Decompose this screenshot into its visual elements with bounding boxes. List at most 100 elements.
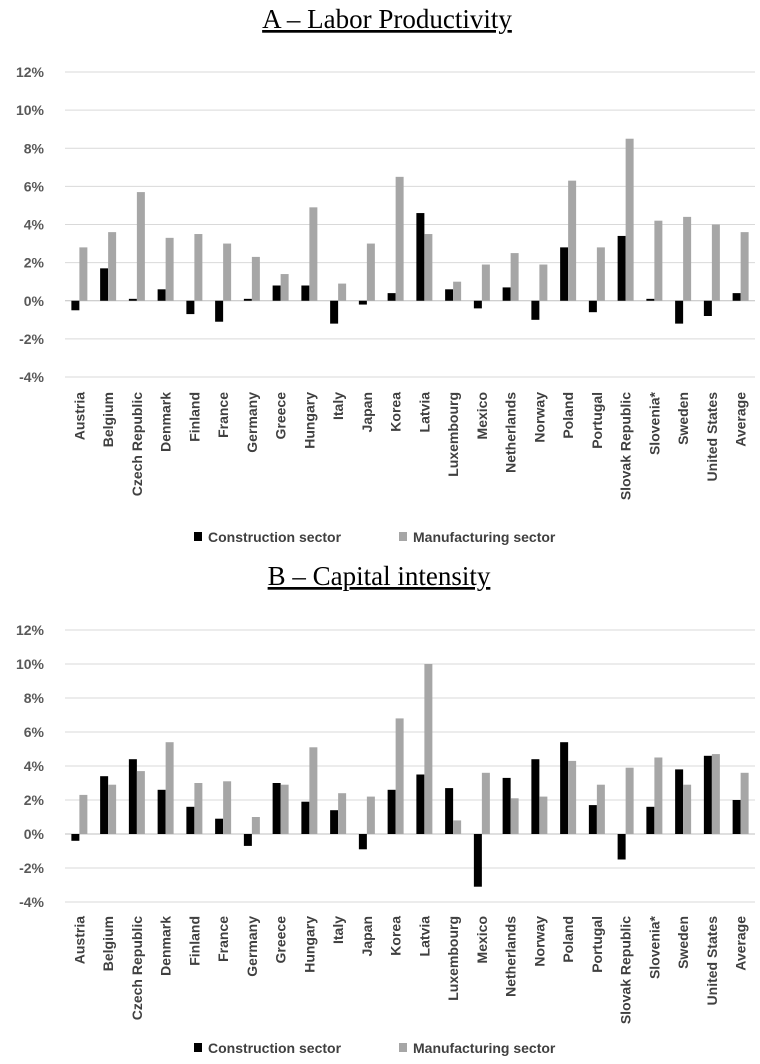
x-category-label: Average <box>733 916 749 971</box>
bar-manufacturing <box>338 283 347 301</box>
bar-manufacturing <box>481 772 490 834</box>
x-category-label: Poland <box>560 916 576 963</box>
y-tick-label: -2% <box>19 860 44 876</box>
x-category-label: Netherlands <box>503 916 519 997</box>
bar-construction <box>128 298 137 301</box>
bar-manufacturing <box>711 224 720 301</box>
bar-construction <box>531 759 540 834</box>
bar-construction <box>243 298 252 301</box>
bar-manufacturing <box>596 784 605 834</box>
x-category-label: Japan <box>359 392 375 432</box>
bar-construction <box>473 300 482 309</box>
bar-manufacturing <box>596 247 605 301</box>
y-tick-label: 0% <box>24 826 45 842</box>
x-axis-labels: Austria Belgium Czech Republic Denmark Finla… <box>71 915 748 1024</box>
x-category-label: Finland <box>186 392 202 442</box>
bar-manufacturing <box>223 781 232 834</box>
bar-manufacturing <box>740 772 749 834</box>
bar-manufacturing <box>280 274 289 301</box>
bar-construction <box>157 289 166 301</box>
bar-construction <box>100 776 109 834</box>
bar-manufacturing <box>309 747 318 834</box>
gridlines <box>65 71 755 378</box>
legend-label-manufacturing: Manufacturing sector <box>413 529 556 545</box>
y-tick-label: 6% <box>24 724 45 740</box>
x-category-label: Czech Republic <box>129 916 145 1020</box>
bar-construction <box>560 742 569 834</box>
x-category-label: Greece <box>273 392 289 440</box>
bar-manufacturing <box>136 771 145 834</box>
x-category-label: Sweden <box>675 392 691 445</box>
x-category-label: Netherlands <box>503 392 519 473</box>
legend-label-construction: Construction sector <box>208 1040 342 1056</box>
bar-manufacturing <box>424 234 433 301</box>
y-axis-labels: -4% -2% 0% 2% 4% 6% 8% 10% 12% <box>16 64 45 385</box>
y-tick-label: 4% <box>24 758 45 774</box>
bar-construction <box>330 810 339 834</box>
x-category-label: Czech Republic <box>129 392 145 496</box>
bar-construction <box>186 300 195 315</box>
x-category-label: Luxembourg <box>445 392 461 477</box>
y-tick-label: 12% <box>16 622 45 638</box>
bar-construction <box>387 789 396 834</box>
bar-manufacturing <box>395 718 404 834</box>
x-axis-labels: Austria Belgium Czech Republic Denmark Finla… <box>71 391 748 500</box>
bar-construction <box>301 801 310 834</box>
bar-construction <box>646 298 655 301</box>
bar-construction <box>675 769 684 834</box>
legend-label-manufacturing: Manufacturing sector <box>413 1040 556 1056</box>
bar-manufacturing <box>711 754 720 834</box>
bar-construction <box>732 293 741 301</box>
x-category-label: Italy <box>330 392 346 420</box>
x-category-label: Austria <box>71 392 87 440</box>
bar-manufacturing <box>539 796 548 834</box>
bar-construction <box>588 300 597 313</box>
bar-manufacturing <box>79 247 88 301</box>
bar-manufacturing <box>683 784 692 834</box>
x-category-label: Finland <box>186 916 202 966</box>
x-category-label: Mexico <box>474 392 490 439</box>
bar-construction <box>301 285 310 301</box>
bar-manufacturing <box>510 798 519 834</box>
legend-swatch-construction <box>194 532 202 541</box>
panel-b-capital-intensity: B – Capital intensity -4% -2% 0% 2% 4% 6% 8% 10… <box>16 561 755 1056</box>
x-category-label: Germany <box>244 392 260 453</box>
y-tick-label: 2% <box>24 255 45 271</box>
bar-manufacturing <box>683 216 692 301</box>
y-tick-label: 0% <box>24 293 45 309</box>
x-category-label: Korea <box>388 392 404 432</box>
gridlines <box>65 629 755 903</box>
legend-swatch-manufacturing <box>399 532 407 541</box>
x-category-label: United States <box>704 916 720 1006</box>
y-tick-label: -2% <box>19 331 44 347</box>
x-category-label: Austria <box>71 916 87 964</box>
x-category-label: Norway <box>531 392 547 443</box>
legend-label-construction: Construction sector <box>208 529 342 545</box>
bar-manufacturing <box>654 757 663 834</box>
bar-construction <box>646 806 655 834</box>
bar-construction <box>387 293 396 301</box>
x-category-label: Denmark <box>158 916 174 976</box>
y-tick-label: 6% <box>24 178 45 194</box>
chart-title: A – Labor Productivity <box>262 4 512 34</box>
bar-construction <box>71 834 80 841</box>
bar-construction <box>186 806 195 834</box>
bar-construction <box>703 755 712 834</box>
x-category-label: Portugal <box>589 392 605 449</box>
bar-manufacturing <box>79 794 88 834</box>
x-category-label: Portugal <box>589 916 605 973</box>
bar-construction <box>100 268 109 301</box>
y-tick-label: -4% <box>19 369 44 385</box>
bar-construction <box>617 235 626 301</box>
bar-manufacturing <box>108 232 117 301</box>
bar-manufacturing <box>309 207 318 301</box>
bar-manufacturing <box>194 234 203 301</box>
bar-construction <box>71 300 80 311</box>
bar-construction <box>560 247 569 301</box>
bar-construction <box>675 300 684 324</box>
x-category-label: Norway <box>531 916 547 967</box>
y-tick-label: 4% <box>24 217 45 233</box>
bar-manufacturing <box>539 264 548 301</box>
bar-construction <box>617 834 626 860</box>
x-category-label: Hungary <box>301 916 317 973</box>
